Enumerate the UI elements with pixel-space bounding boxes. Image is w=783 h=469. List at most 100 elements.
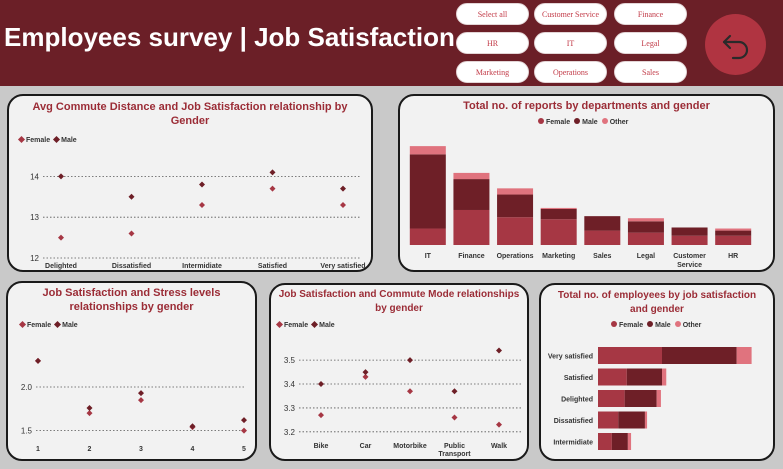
bar-female-customer-service [671,235,708,245]
female-point [340,201,346,208]
legend-female: Female [284,322,309,329]
y-tick-label: Delighted [561,397,593,404]
header-bar: Employees survey | Job Satisfaction Sele… [0,0,783,86]
bar-other-it [409,146,446,155]
bar-female-it [409,228,446,245]
legend-female: Female [619,322,644,329]
slicer-it[interactable]: IT [534,32,607,54]
emp-satisfaction-legend: Female Male Other [611,321,701,329]
female-point [496,421,502,428]
bar-female-satisfied [598,368,627,386]
stress-chart: 1.5 2.0 1 2 3 4 5 [21,357,247,453]
x-tick-label: Public [444,443,465,450]
slicer-legal[interactable]: Legal [614,32,687,54]
slicer-sales[interactable]: Sales [614,61,687,83]
slicer-hr[interactable]: HR [456,32,529,54]
x-tick-label: Service [677,262,702,269]
male-point [86,404,93,411]
bar-other-finance [453,172,490,180]
bar-female-finance [453,209,490,245]
x-tick-label: Intermidiate [182,263,222,270]
bar-male-satisfied [626,368,662,386]
bar-male-operations [497,194,534,218]
male-point [241,417,247,424]
legend-female: Female [26,137,51,144]
commute-distance-title: Avg Commute Distance and Job Satisfactio… [32,101,348,127]
bar-male-hr [715,230,752,236]
x-tick-label: Delighted [45,263,77,270]
male-point [35,357,41,364]
bar-female-hr [715,235,752,245]
y-tick-label: 1.5 [21,427,33,436]
x-tick-label: Dissatisfied [112,263,151,270]
x-tick-label: Walk [491,443,507,450]
bar-male-intermidiate [611,433,628,450]
bar-other-operations [497,188,534,195]
y-tick-label: 3.5 [284,356,296,365]
male-point [138,390,144,397]
bar-female-sales [584,230,621,245]
commute-distance-chart: 12 13 14 Delighted Dissatisfied Intermidiate S… [30,169,366,270]
back-button[interactable] [705,14,766,75]
bar-other-legal [627,218,664,222]
y-tick-label: Dissatisfied [554,418,593,425]
commute-mode-title: Job Satisfaction and Commute Mode relati… [278,289,520,314]
bar-other-marketing [540,207,577,209]
dept-gender-card: Total no. of reports by departments and … [398,94,775,272]
bar-female-operations [497,217,534,245]
emp-satisfaction-chart: Very satisfied Satisfied Delighted Dissatis… [548,347,752,450]
y-tick-label: 14 [30,172,39,181]
slicer-marketing[interactable]: Marketing [456,61,529,83]
emp-satisfaction-card: Total no. of employees by job satisfacti… [539,283,775,461]
female-point [269,185,276,192]
stress-title: Job Satisfaction and Stress levels relat… [42,287,221,313]
x-tick-label: HR [728,253,738,260]
y-tick-label: 3.2 [284,428,296,437]
legend-male: Male [582,119,598,126]
dept-gender-title: Total no. of reports by departments and … [463,100,710,112]
bar-male-delighted [624,390,657,407]
female-point [128,230,135,237]
male-point [269,169,276,176]
bar-female-legal [627,232,664,245]
bar-other-hr [715,228,752,231]
x-tick-label: 3 [139,446,143,453]
female-point [86,410,93,417]
bar-other-delighted [656,390,661,407]
bar-male-dissatisfied [618,411,645,429]
x-tick-label: Satisfied [258,263,287,270]
commute-mode-legend: Female Male [275,320,335,329]
x-tick-label: 1 [36,446,40,453]
page-title: Employees survey | Job Satisfaction [4,22,455,52]
male-point [496,347,502,354]
bar-other-very-satisfied [736,347,752,364]
slicer-finance[interactable]: Finance [614,3,687,25]
legend-other: Other [609,119,629,126]
legend-female: Female [546,119,571,126]
male-point [189,423,196,430]
female-point [199,201,205,208]
bar-female-marketing [540,219,577,245]
x-tick-label: 5 [242,446,246,453]
commute-mode-card: Job Satisfaction and Commute Mode relati… [269,283,529,461]
x-tick-label: Operations [497,253,534,260]
male-point [451,388,458,395]
female-point [362,373,369,380]
x-tick-label: Very satisfied [320,263,365,270]
x-tick-label: Transport [438,451,471,458]
legend-male: Male [319,322,335,329]
x-tick-label: Sales [593,253,611,260]
commute-distance-card: Avg Commute Distance and Job Satisfactio… [7,94,373,272]
slicer-operations[interactable]: Operations [534,61,607,83]
slicer-customer-service[interactable]: Customer Service [534,3,607,25]
x-tick-label: Finance [458,253,485,260]
legend-male: Male [655,322,671,329]
female-point [241,427,247,434]
y-tick-label: 3.4 [284,380,296,389]
x-tick-label: IT [425,253,432,260]
bar-other-dissatisfied [644,411,648,429]
bar-male-sales [584,216,621,231]
bar-male-very-satisfied [662,347,737,364]
slicer-select-all[interactable]: Select all [456,3,529,25]
y-tick-label: 2.0 [21,383,33,392]
